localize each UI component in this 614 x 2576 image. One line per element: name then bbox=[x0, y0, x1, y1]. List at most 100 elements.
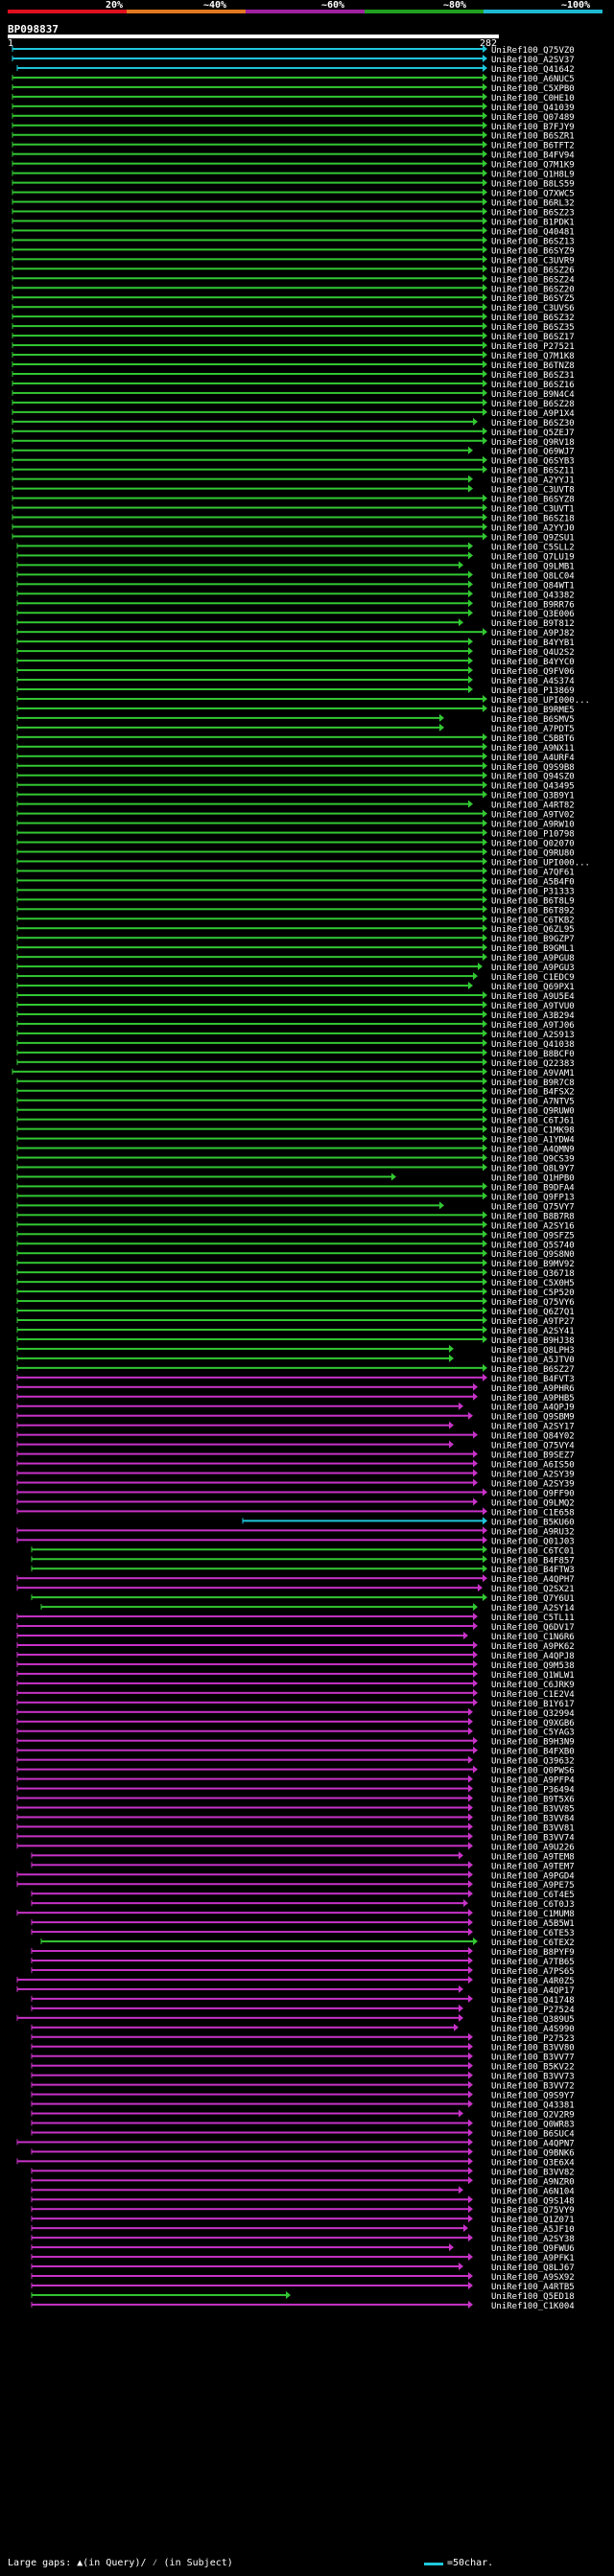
hit-label[interactable]: UniRef100_Q9ZSU1 bbox=[491, 533, 575, 543]
hit-bar[interactable] bbox=[12, 95, 483, 98]
hit-label[interactable]: UniRef100_Q7Y6U1 bbox=[491, 1594, 575, 1604]
hit-label[interactable]: UniRef100_A2S913 bbox=[491, 1031, 575, 1040]
hit-label[interactable]: UniRef100_Q02070 bbox=[491, 840, 575, 849]
hit-bar[interactable] bbox=[17, 1310, 483, 1312]
hit-label[interactable]: UniRef100_B9RR76 bbox=[491, 600, 575, 610]
hit-label[interactable]: UniRef100_A4S990 bbox=[491, 2025, 575, 2034]
hit-label[interactable]: UniRef100_P27524 bbox=[491, 2006, 575, 2015]
hit-bar[interactable] bbox=[17, 640, 468, 643]
hit-bar[interactable] bbox=[41, 1606, 473, 1609]
hit-bar[interactable] bbox=[32, 2150, 468, 2153]
hit-bar[interactable] bbox=[12, 306, 483, 309]
hit-label[interactable]: UniRef100_B4FVT3 bbox=[491, 1375, 575, 1384]
hit-bar[interactable] bbox=[17, 754, 483, 757]
hit-label[interactable]: UniRef100_Q1WLW1 bbox=[491, 1671, 575, 1681]
hit-bar[interactable] bbox=[17, 1262, 483, 1265]
hit-bar[interactable] bbox=[17, 1433, 473, 1436]
hit-bar[interactable] bbox=[32, 2131, 468, 2134]
hit-bar[interactable] bbox=[17, 735, 483, 738]
hit-bar[interactable] bbox=[17, 1825, 468, 1828]
hit-bar[interactable] bbox=[17, 1147, 483, 1149]
hit-label[interactable]: UniRef100_B4F857 bbox=[491, 1556, 575, 1566]
hit-label[interactable]: UniRef100_B6SZ13 bbox=[491, 237, 575, 246]
hit-label[interactable]: UniRef100_B3VV73 bbox=[491, 2073, 575, 2082]
hit-bar[interactable] bbox=[17, 1032, 483, 1034]
hit-bar[interactable] bbox=[12, 220, 483, 222]
hit-label[interactable]: UniRef100_A9U5E4 bbox=[491, 992, 575, 1002]
hit-label[interactable]: UniRef100_B4FXB0 bbox=[491, 1748, 575, 1757]
hit-label[interactable]: UniRef100_C5SLL2 bbox=[491, 543, 575, 552]
hit-bar[interactable] bbox=[17, 850, 483, 853]
hit-label[interactable]: UniRef100_Q2V2R9 bbox=[491, 2111, 575, 2121]
hit-bar[interactable] bbox=[17, 583, 468, 586]
hit-bar[interactable] bbox=[12, 372, 483, 375]
hit-bar[interactable] bbox=[17, 1587, 478, 1590]
hit-label[interactable]: UniRef100_P10798 bbox=[491, 830, 575, 840]
hit-bar[interactable] bbox=[17, 707, 483, 709]
hit-label[interactable]: UniRef100_Q41038 bbox=[491, 1040, 575, 1050]
hit-label[interactable]: UniRef100_Q75VZ0 bbox=[491, 46, 575, 56]
hit-label[interactable]: UniRef100_A9TP27 bbox=[491, 1317, 575, 1327]
hit-bar[interactable] bbox=[17, 1883, 468, 1886]
hit-bar[interactable] bbox=[12, 354, 483, 357]
hit-label[interactable]: UniRef100_C6TKB2 bbox=[491, 916, 575, 925]
hit-bar[interactable] bbox=[12, 85, 483, 88]
hit-label[interactable]: UniRef100_Q9FF90 bbox=[491, 1489, 575, 1498]
hit-bar[interactable] bbox=[17, 2016, 459, 2019]
hit-bar[interactable] bbox=[17, 1022, 483, 1025]
hit-bar[interactable] bbox=[32, 2170, 468, 2172]
hit-bar[interactable] bbox=[41, 1940, 473, 1943]
hit-bar[interactable] bbox=[17, 898, 483, 901]
hit-bar[interactable] bbox=[17, 1729, 468, 1732]
hit-label[interactable]: UniRef100_Q75VY9 bbox=[491, 2206, 575, 2216]
hit-bar[interactable] bbox=[12, 468, 483, 471]
hit-label[interactable]: UniRef100_C6TE53 bbox=[491, 1929, 575, 1938]
hit-label[interactable]: UniRef100_A2SY17 bbox=[491, 1423, 575, 1432]
hit-bar[interactable] bbox=[12, 410, 483, 413]
hit-label[interactable]: UniRef100_B6SZ30 bbox=[491, 419, 575, 429]
hit-label[interactable]: UniRef100_A7TB65 bbox=[491, 1958, 575, 1967]
hit-bar[interactable] bbox=[12, 114, 483, 117]
hit-bar[interactable] bbox=[32, 2227, 463, 2230]
hit-bar[interactable] bbox=[17, 879, 483, 882]
hit-label[interactable]: UniRef100_A9PHR6 bbox=[491, 1384, 575, 1394]
hit-label[interactable]: UniRef100_B6SYZ5 bbox=[491, 294, 575, 304]
hit-bar[interactable] bbox=[17, 554, 468, 557]
hit-bar[interactable] bbox=[17, 660, 468, 662]
hit-bar[interactable] bbox=[12, 296, 483, 299]
hit-label[interactable]: UniRef100_A9TEM8 bbox=[491, 1852, 575, 1862]
hit-label[interactable]: UniRef100_B9GML1 bbox=[491, 944, 575, 954]
hit-bar[interactable] bbox=[17, 1643, 473, 1646]
hit-bar[interactable] bbox=[17, 1347, 449, 1350]
hit-bar[interactable] bbox=[32, 2045, 468, 2048]
hit-bar[interactable] bbox=[17, 1404, 459, 1407]
hit-label[interactable]: UniRef100_A5B4F0 bbox=[491, 877, 575, 887]
hit-label[interactable]: UniRef100_A9NZR0 bbox=[491, 2177, 575, 2187]
hit-bar[interactable] bbox=[32, 1567, 483, 1570]
hit-label[interactable]: UniRef100_B9N4C4 bbox=[491, 390, 575, 400]
hit-label[interactable]: UniRef100_A6NUC5 bbox=[491, 75, 575, 84]
hit-bar[interactable] bbox=[17, 687, 468, 690]
hit-bar[interactable] bbox=[17, 1395, 473, 1398]
hit-bar[interactable] bbox=[12, 239, 483, 242]
hit-bar[interactable] bbox=[17, 783, 483, 786]
hit-bar[interactable] bbox=[17, 1691, 473, 1694]
hit-label[interactable]: UniRef100_Q6ZL95 bbox=[491, 925, 575, 935]
hit-label[interactable]: UniRef100_C5YAG3 bbox=[491, 1729, 575, 1738]
hit-label[interactable]: UniRef100_B3VV84 bbox=[491, 1814, 575, 1823]
hit-bar[interactable] bbox=[17, 1510, 483, 1513]
hit-bar[interactable] bbox=[12, 172, 483, 174]
hit-label[interactable]: UniRef100_A6IS50 bbox=[491, 1461, 575, 1471]
hit-label[interactable]: UniRef100_A4QP17 bbox=[491, 1986, 575, 1996]
hit-label[interactable]: UniRef100_B6SYZ8 bbox=[491, 496, 575, 505]
hit-label[interactable]: UniRef100_A9PE75 bbox=[491, 1881, 575, 1891]
hit-label[interactable]: UniRef100_C3UVR9 bbox=[491, 256, 575, 266]
hit-bar[interactable] bbox=[32, 1968, 468, 1971]
hit-label[interactable]: UniRef100_A4QMN9 bbox=[491, 1146, 575, 1155]
hit-bar[interactable] bbox=[17, 1185, 483, 1188]
hit-bar[interactable] bbox=[12, 277, 483, 280]
hit-label[interactable]: UniRef100_Q43495 bbox=[491, 782, 575, 792]
hit-label[interactable]: UniRef100_Q2SX21 bbox=[491, 1585, 575, 1594]
hit-label[interactable]: UniRef100_A7PS65 bbox=[491, 1967, 575, 1977]
hit-bar[interactable] bbox=[17, 621, 459, 624]
